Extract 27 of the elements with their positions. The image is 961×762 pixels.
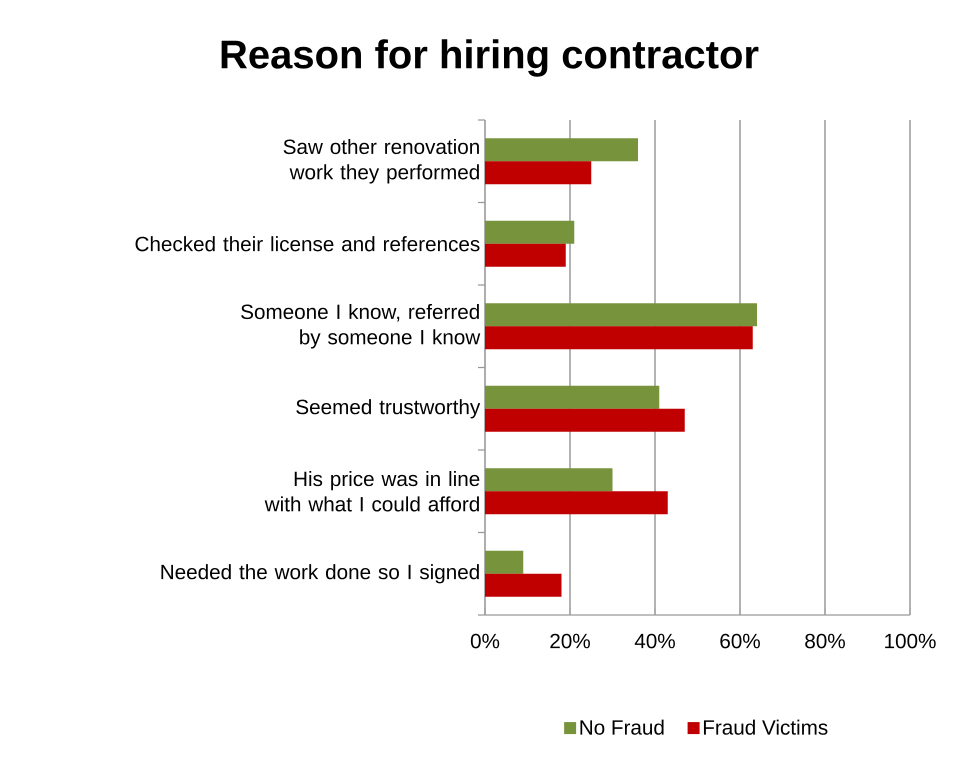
- bar: [485, 491, 668, 514]
- y-tick-label: Someone I know, referred by someone I know: [241, 304, 480, 349]
- y-tick-label: Saw other renovation work they performed: [284, 138, 479, 184]
- legend-label: Fraud Victims: [704, 720, 828, 735]
- bar: [485, 303, 757, 326]
- bar: [485, 386, 660, 409]
- bar: [485, 220, 574, 244]
- bar: [485, 244, 566, 267]
- y-tick-label: His price was in line with what I could afford: [264, 470, 480, 512]
- x-tick-label: 80%: [805, 634, 845, 648]
- y-tick-label: Seemed trustworthy: [296, 399, 480, 418]
- bar: [485, 468, 612, 492]
- bar: [485, 550, 524, 574]
- bar: [485, 138, 638, 162]
- chart-title: Reason for hiring contractor: [222, 39, 758, 77]
- x-tick-label: 20%: [550, 634, 590, 648]
- x-tick-label: 60%: [720, 634, 760, 648]
- bar: [485, 574, 562, 597]
- x-tick-label: 40%: [634, 634, 675, 648]
- bar: [485, 161, 592, 184]
- legend-label: No Fraud: [580, 720, 664, 735]
- x-tick-label: 0%: [470, 634, 500, 648]
- y-tick-label: Checked their license and references: [136, 236, 480, 252]
- y-tick-label: Needed the work done so I signed: [161, 564, 479, 584]
- x-tick-label: 100%: [885, 634, 936, 648]
- bar: [485, 408, 685, 432]
- bar: [485, 326, 753, 350]
